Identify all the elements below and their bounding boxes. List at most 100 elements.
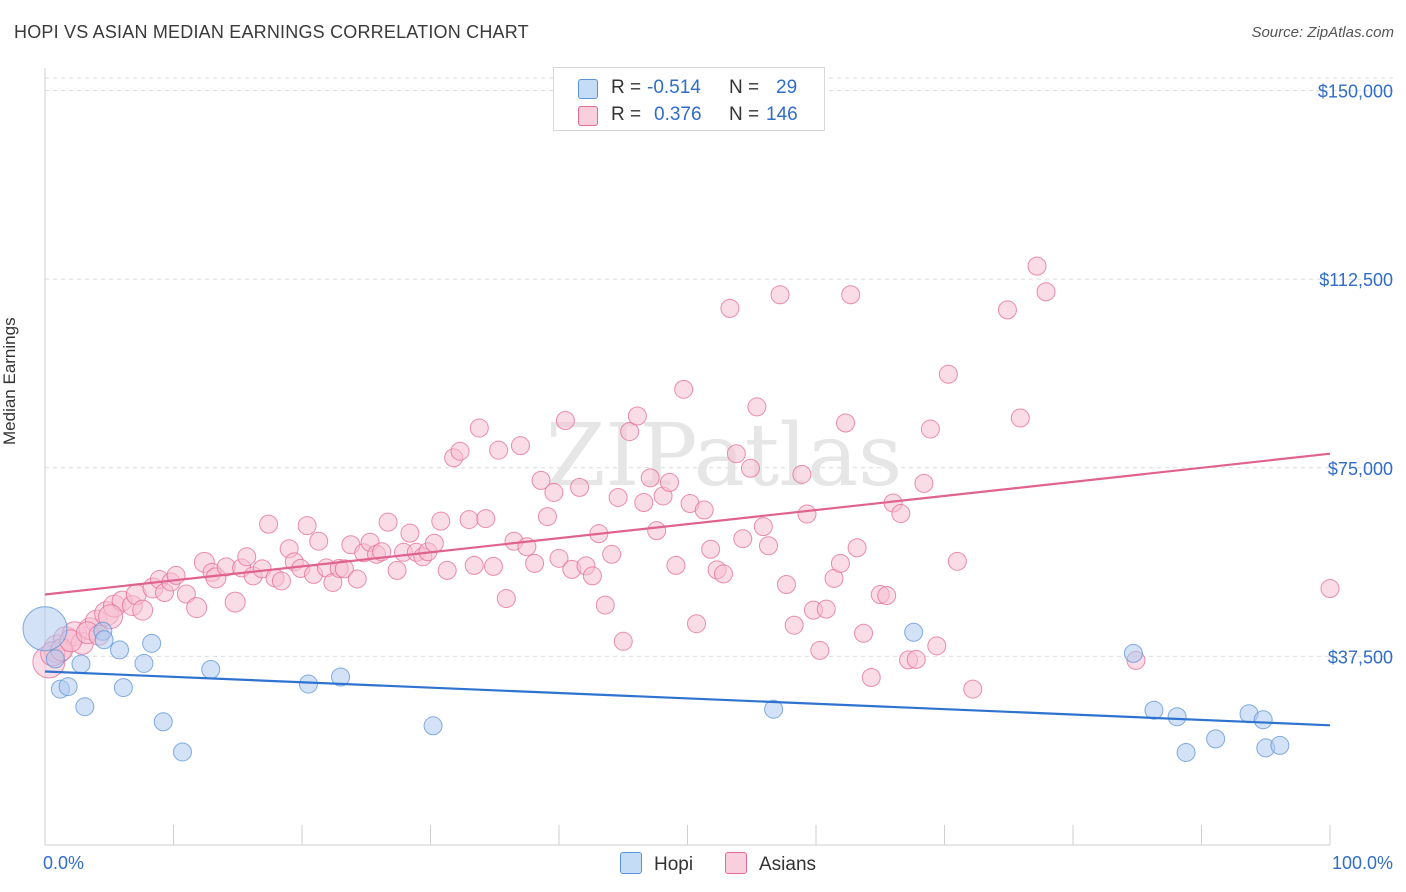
asians-point [176,584,196,604]
asians-point [914,473,934,493]
asians-point [861,668,881,688]
asians-point [476,509,496,529]
asians-point [938,364,958,384]
asians-point [920,419,940,439]
asians-point [271,571,291,591]
hopi-point [45,649,65,669]
asians-point [537,507,557,527]
asians-point [387,560,407,580]
asians-point [186,597,208,619]
asians-point [549,548,569,568]
asians-point [347,569,367,589]
asians-point [784,615,804,635]
asians-point [747,397,767,417]
y-tick-label: $37,500 [1328,647,1393,667]
hopi-point [22,606,68,652]
asians-swatch [578,106,598,126]
asians-point [758,536,778,556]
asians-point [582,566,602,586]
asians-point [297,516,317,536]
asians-point [816,599,836,619]
asians-point [701,539,721,559]
asians-point [753,517,773,537]
asians-point [544,482,564,502]
hopi-point [134,653,154,673]
hopi-point [113,678,133,698]
asians-point [906,649,926,669]
asians-point [595,595,615,615]
hopi-swatch [578,79,598,99]
legend-row-hopi: R = -0.514 N = 29 [554,74,824,102]
asians-point [947,551,967,571]
asians-point [660,472,680,492]
hopi-point [142,633,162,653]
tick-labels: $37,500 $75,000 $112,500 $150,000 0.0% 100.0% [43,82,1393,873]
hopi-n-value: 29 [776,77,798,98]
asians-point [378,512,398,532]
asians-point [496,589,516,609]
asians-point [334,559,354,579]
asians-point [770,285,790,305]
asians-point [431,511,451,531]
asians-point [792,464,812,484]
hopi-point [58,677,78,697]
asians-point [997,300,1017,320]
asians-point [424,533,444,553]
asians-point [733,529,753,549]
hopi-point [331,667,351,687]
asians-point [309,531,329,551]
hopi-point [71,654,91,674]
hopi-point [75,697,95,717]
asians-point [666,555,686,575]
hopi-point [904,622,924,642]
asians-point [686,614,706,634]
asians-point [877,586,897,606]
x-tick-label: 0.0% [43,853,84,873]
hopi-point [110,640,130,660]
asians-point [570,477,590,497]
asians-r-value: 0.376 [654,104,702,125]
hopi-point [1176,742,1196,762]
asians-point [602,544,622,564]
y-tick-label: $150,000 [1318,82,1393,102]
asians-point [776,574,796,594]
y-axis-label: Median Earnings [0,317,19,445]
hopi-point [298,674,318,694]
asians-point [531,470,551,490]
asians-r-label: R = [611,104,642,125]
correlation-legend: R = -0.514 N = 29 R = 0.376 N = 146 [553,67,825,131]
hopi-point [153,712,173,732]
legend-item-asians: Asians [725,852,816,876]
asians-point [740,458,760,478]
asians-point [627,406,647,426]
asians-point [469,418,489,438]
asians-point [450,441,470,461]
asians-point [1010,408,1030,428]
legend-hopi-label: Hopi [654,854,694,875]
asians-point [647,521,667,541]
hopi-point [94,630,114,650]
hopi-point [1144,700,1164,720]
hopi-point [764,699,784,719]
asians-point [847,538,867,558]
legend-asians-label: Asians [759,854,817,875]
hopi-point [172,742,192,762]
legend-hopi-swatch [620,852,642,874]
asians-point [132,599,154,621]
asians-point [237,547,257,567]
asians-point [720,298,740,318]
hopi-point [1270,735,1290,755]
asians-point [608,487,628,507]
asians-n-value: 146 [766,104,798,125]
asians-point [489,440,509,460]
hopi-n-label: N = [729,77,760,98]
asians-point [836,413,856,433]
hopi-point [201,659,221,679]
legend-asians-swatch [725,852,747,874]
asians-point [400,523,420,543]
hopi-trend-line [44,670,1331,727]
asians-point [810,640,830,660]
chart-title: HOPI VS ASIAN MEDIAN EARNINGS CORRELATIO… [14,22,529,42]
asians-point [640,468,660,488]
